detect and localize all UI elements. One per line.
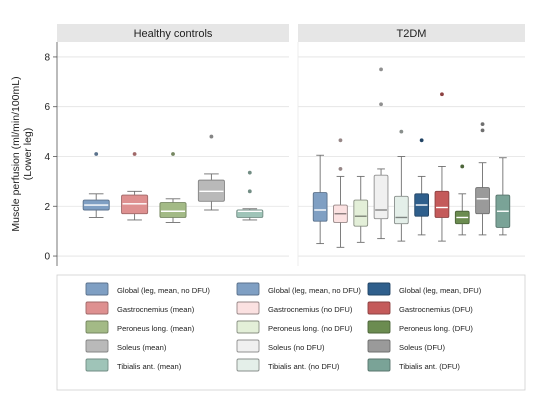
legend-swatch <box>236 320 260 334</box>
outlier-point <box>480 128 485 133</box>
legend-label: Tibialis ant. (DFU) <box>399 362 460 371</box>
legend-swatch <box>85 339 109 353</box>
legend-swatch <box>236 301 260 315</box>
legend-swatch <box>367 339 391 353</box>
legend-label: Tibialis ant. (mean) <box>117 362 182 371</box>
outlier-point <box>209 134 214 139</box>
outlier-point <box>338 167 343 171</box>
panel-1: T2DM <box>297 24 525 266</box>
y-tick-label-8: 8 <box>44 52 50 63</box>
box-iqr <box>353 199 369 227</box>
y-tick-label-0: 0 <box>44 252 50 263</box>
outlier-point <box>338 138 343 143</box>
legend-swatch <box>85 282 109 296</box>
legend: Global (leg, mean, no DFU) Global (leg, m… <box>56 274 526 391</box>
box-iqr <box>312 192 328 222</box>
outlier-point <box>480 122 485 127</box>
legend-label: Peroneus long. (mean) <box>117 324 195 333</box>
outlier-point <box>132 152 137 156</box>
legend-swatch <box>85 301 109 315</box>
legend-swatch <box>85 358 109 372</box>
box-0-3 <box>197 134 225 211</box>
box-iqr <box>159 202 187 218</box>
box-0-1 <box>121 152 149 221</box>
legend-swatch <box>367 358 391 372</box>
box-1-1 <box>333 138 348 248</box>
box-0-0 <box>82 152 110 218</box>
box-1-4 <box>393 129 409 242</box>
legend-swatch <box>236 358 260 372</box>
legend-label: Soleus (no DFU) <box>268 343 325 352</box>
box-1-9 <box>495 157 511 236</box>
box-iqr <box>393 195 409 225</box>
box-1-8 <box>475 122 490 236</box>
legend-label: Global (leg, mean, no DFU) <box>117 286 210 295</box>
y-axis-label-line-1: Muscle perfusion (ml/min/100mL) <box>10 76 22 231</box>
outlier-point <box>419 138 424 143</box>
y-tick-label-4: 4 <box>44 152 50 163</box>
legend-label: Gastrocnemius (mean) <box>117 305 195 314</box>
legend-frame <box>56 274 526 391</box>
box-0-2 <box>159 152 187 223</box>
outlier-point <box>379 102 383 107</box>
box-0-4 <box>236 170 264 221</box>
y-tick-label-2: 2 <box>44 202 50 213</box>
outlier-point <box>247 170 252 175</box>
y-tick-label-6: 6 <box>44 102 50 113</box>
legend-label: Gastrocnemius (DFU) <box>399 305 473 314</box>
panel-0: Healthy controls 0 2 4 6 8 <box>44 24 289 266</box>
outlier-point <box>440 92 444 97</box>
legend-label: Tibialis ant. (no DFU) <box>268 362 340 371</box>
outlier-point <box>399 129 404 134</box>
legend-label: Peroneus long. (DFU) <box>399 324 473 333</box>
outlier-point <box>247 189 252 194</box>
legend-swatch <box>367 320 391 334</box>
box-1-3 <box>373 67 389 240</box>
box-iqr <box>434 190 450 218</box>
box-1-7 <box>454 164 470 236</box>
legend-swatch <box>367 301 391 315</box>
panel-header-1 <box>298 24 525 42</box>
panel-title-1: T2DM <box>397 28 427 40</box>
y-axis-label-line-2: (Lower leg) <box>22 128 34 181</box>
legend-label: Soleus (mean) <box>117 343 167 352</box>
legend-swatch <box>236 339 260 353</box>
legend-label: Gastrocnemius (no DFU) <box>268 305 353 314</box>
legend-label: Global (leg, mean, DFU) <box>399 286 482 295</box>
legend-swatch <box>85 320 109 334</box>
outlier-point <box>171 152 175 156</box>
panel-plot-area-1 <box>298 42 525 266</box>
legend-label: Soleus (DFU) <box>399 343 445 352</box>
outlier-point <box>379 67 383 72</box>
box-1-2 <box>353 175 369 243</box>
box-1-0 <box>312 154 328 245</box>
panel-header-0 <box>57 24 289 42</box>
panels-layer: Healthy controls 0 2 4 6 8 T2DM <box>44 24 525 266</box>
box-iqr <box>373 174 389 220</box>
outlier-point <box>460 164 465 169</box>
box-iqr <box>475 187 490 215</box>
legend-swatch <box>367 282 391 296</box>
legend-swatch <box>236 282 260 296</box>
legend-label: Global (leg, mean, no DFU) <box>268 286 361 295</box>
box-1-5 <box>414 138 430 236</box>
legend-label: Peroneus long. (no DFU) <box>268 324 353 333</box>
box-1-6 <box>434 92 450 242</box>
panel-title-0: Healthy controls <box>134 28 213 40</box>
outlier-point <box>94 152 99 156</box>
